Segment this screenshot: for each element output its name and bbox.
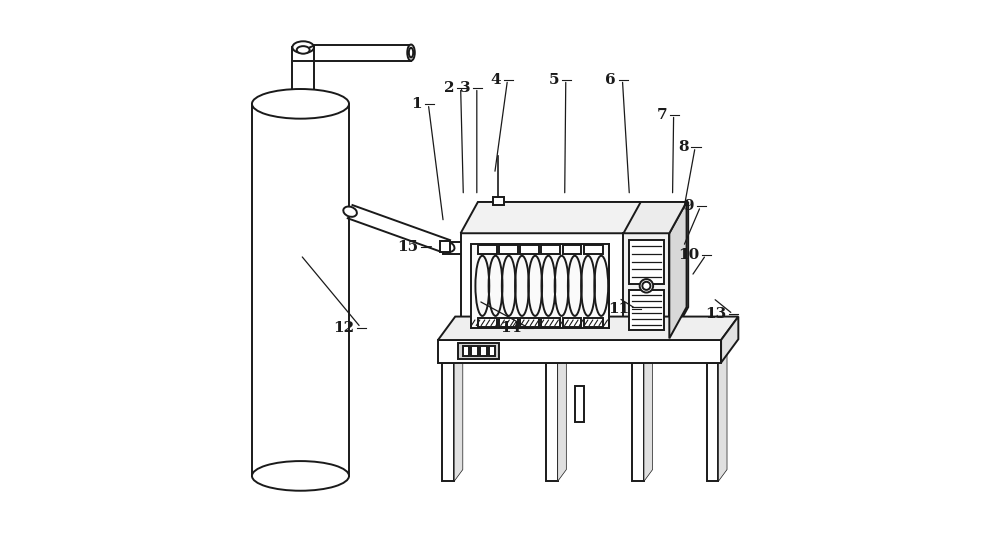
Bar — [629, 290, 664, 330]
Polygon shape — [461, 233, 671, 338]
Text: 2: 2 — [444, 81, 454, 95]
Bar — [499, 245, 518, 254]
Ellipse shape — [407, 44, 415, 61]
Text: 14: 14 — [500, 321, 522, 334]
Bar — [707, 363, 718, 481]
Text: 10: 10 — [678, 248, 700, 262]
Polygon shape — [718, 351, 727, 481]
Bar — [575, 386, 584, 422]
Ellipse shape — [297, 46, 310, 54]
Text: 4: 4 — [490, 73, 501, 87]
Text: 15: 15 — [397, 240, 418, 254]
Bar — [584, 245, 603, 254]
Polygon shape — [623, 202, 687, 233]
Bar — [623, 233, 669, 338]
Ellipse shape — [642, 282, 650, 290]
Bar — [629, 240, 664, 283]
Polygon shape — [671, 202, 688, 338]
Bar — [458, 343, 499, 359]
Ellipse shape — [409, 48, 413, 57]
Ellipse shape — [343, 207, 357, 217]
Polygon shape — [461, 202, 688, 233]
Bar — [440, 241, 450, 252]
Ellipse shape — [292, 41, 314, 53]
Text: 6: 6 — [605, 73, 616, 87]
Bar — [480, 346, 487, 356]
Bar — [471, 346, 478, 356]
Bar — [632, 363, 644, 481]
Bar — [563, 245, 581, 254]
Bar — [443, 242, 462, 254]
Bar — [584, 318, 603, 326]
Polygon shape — [721, 317, 738, 363]
Polygon shape — [644, 351, 653, 481]
Bar — [520, 318, 539, 326]
Text: 11: 11 — [608, 302, 629, 316]
Bar — [471, 244, 609, 327]
Bar — [541, 318, 560, 326]
Bar — [478, 318, 497, 326]
Text: 1: 1 — [411, 97, 422, 111]
Polygon shape — [669, 202, 687, 338]
Ellipse shape — [640, 279, 653, 293]
Text: 7: 7 — [657, 108, 667, 121]
Text: 12: 12 — [333, 321, 354, 334]
Text: 8: 8 — [678, 140, 689, 154]
Text: 5: 5 — [549, 73, 559, 87]
Ellipse shape — [252, 461, 349, 491]
Ellipse shape — [441, 242, 454, 252]
Bar — [546, 363, 558, 481]
Bar — [463, 346, 469, 356]
Bar — [493, 197, 504, 205]
Polygon shape — [454, 351, 463, 481]
Text: 13: 13 — [705, 307, 726, 321]
Text: 9: 9 — [683, 199, 694, 214]
Text: 3: 3 — [460, 81, 470, 95]
Bar — [541, 245, 560, 254]
Bar — [520, 245, 539, 254]
Bar — [499, 318, 518, 326]
Polygon shape — [438, 317, 738, 340]
Bar — [438, 340, 721, 363]
Bar — [563, 318, 581, 326]
Bar — [478, 245, 497, 254]
Bar — [442, 363, 454, 481]
Polygon shape — [558, 351, 566, 481]
Ellipse shape — [252, 89, 349, 119]
Bar — [489, 346, 495, 356]
